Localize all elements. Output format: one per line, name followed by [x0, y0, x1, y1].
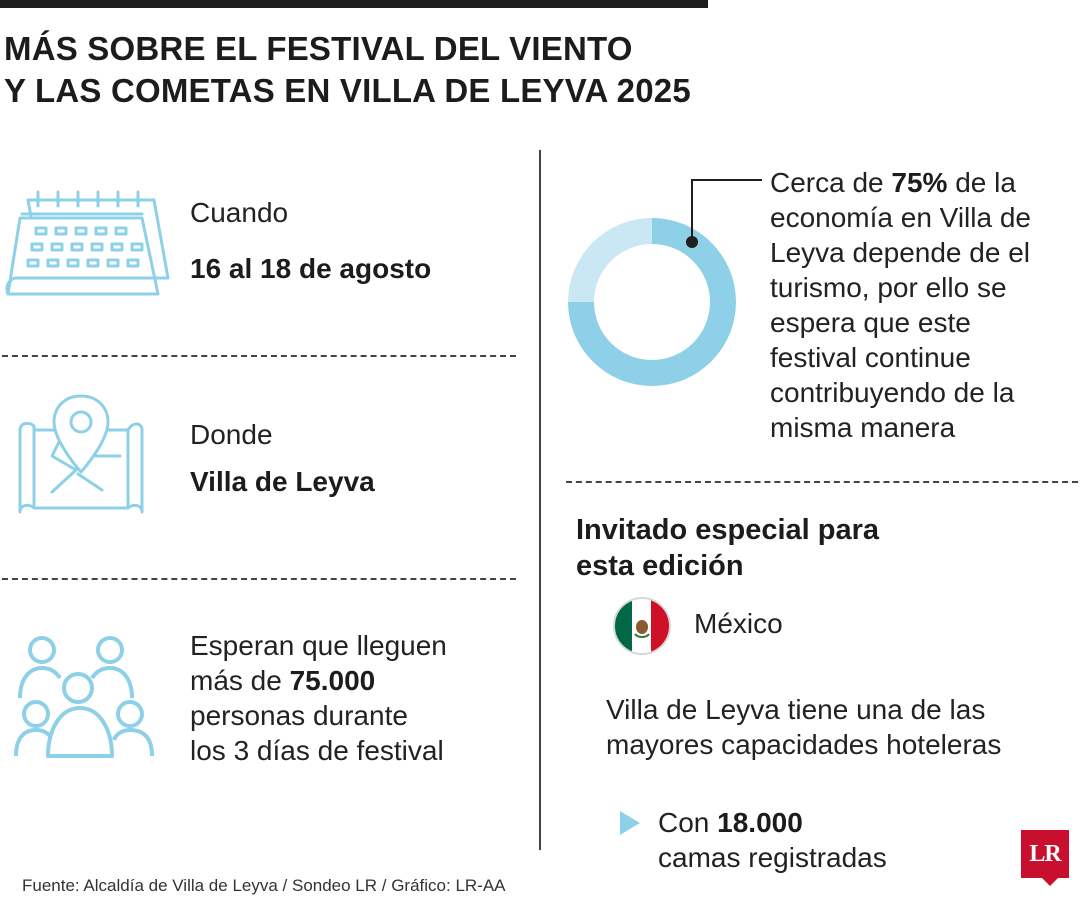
source-credit: Fuente: Alcaldía de Villa de Leyva / Son…: [22, 876, 506, 895]
page-title: MÁS SOBRE EL FESTIVAL DEL VIENTO Y LAS C…: [4, 28, 691, 112]
guest-country: México: [694, 608, 783, 639]
economy-line-8: misma manera: [770, 412, 956, 443]
title-line-2: Y LAS COMETAS EN VILLA DE LEYVA 2025: [4, 72, 691, 109]
economy-line-1-suffix: de la: [947, 167, 1016, 198]
beds-text: Con 18.000 camas registradas: [658, 805, 887, 875]
donut-leader-line: [691, 179, 762, 242]
hotel-line-1: Villa de Leyva tiene una de las: [606, 694, 986, 725]
economy-line-2: economía en Villa de: [770, 202, 1031, 233]
attendance-text: Esperan que lleguen más de 75.000 person…: [190, 628, 447, 768]
lr-logo: LR: [1021, 830, 1069, 878]
economy-line-1-prefix: Cerca de: [770, 167, 892, 198]
hotel-line-2: mayores capacidades hoteleras: [606, 729, 1002, 760]
economy-text: Cerca de 75% de la economía en Villa de …: [770, 165, 1031, 445]
beds-prefix: Con: [658, 807, 718, 838]
economy-line-7: contribuyendo de la: [770, 377, 1015, 408]
economy-line-3: Leyva depende de el: [770, 237, 1030, 268]
attendance-count: 75.000: [289, 665, 376, 696]
title-line-1: MÁS SOBRE EL FESTIVAL DEL VIENTO: [4, 30, 633, 67]
play-triangle-icon: [620, 811, 640, 835]
economy-percent: 75%: [891, 167, 948, 198]
attendance-line-2-prefix: más de: [190, 665, 290, 696]
donut-rest-segment: [568, 218, 652, 302]
economy-donut-chart: [566, 170, 766, 395]
guest-heading-line-1: Invitado especial para: [576, 514, 880, 546]
guest-heading-line-2: esta edición: [576, 550, 744, 582]
people-icon: [12, 632, 157, 762]
calendar-icon: [2, 186, 170, 298]
attendance-line-4: los 3 días de festival: [190, 735, 444, 766]
divider-left-1: [2, 355, 516, 357]
guest-heading: Invitado especial para esta edición: [576, 512, 879, 584]
top-rule: [0, 0, 708, 8]
hotel-text: Villa de Leyva tiene una de las mayores …: [606, 692, 1001, 762]
when-label: Cuando: [190, 197, 289, 228]
mexico-flag-icon: [612, 596, 672, 656]
attendance-line-3: personas durante: [190, 700, 408, 731]
attendance-line-1: Esperan que lleguen: [190, 630, 447, 661]
when-value: 16 al 18 de agosto: [190, 253, 432, 284]
donut-main-segment: [568, 218, 736, 386]
where-value: Villa de Leyva: [190, 466, 375, 497]
economy-line-5: espera que este: [770, 307, 971, 338]
divider-right-1: [566, 481, 1078, 483]
beds-count: 18.000: [717, 807, 803, 838]
beds-line-2: camas registradas: [658, 842, 887, 873]
donut-leader-dot: [686, 236, 698, 248]
column-divider: [539, 150, 541, 850]
economy-line-4: turismo, por ello se: [770, 272, 1007, 303]
lr-logo-tail: [1040, 876, 1060, 886]
map-pin-icon: [16, 392, 146, 520]
where-label: Donde: [190, 419, 273, 450]
economy-line-6: festival continue: [770, 342, 971, 373]
divider-left-2: [2, 578, 516, 580]
